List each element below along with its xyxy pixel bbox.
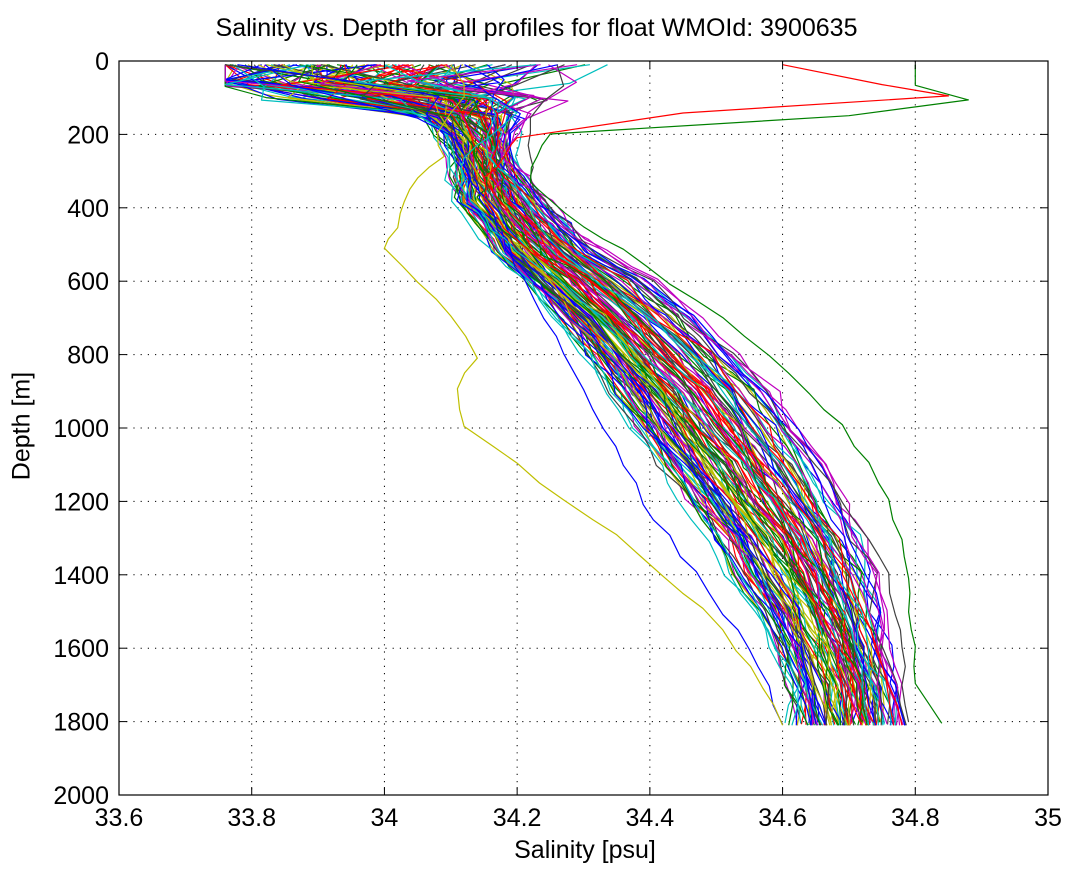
- y-axis-label: Depth [m]: [7, 371, 36, 481]
- y-tick-label: 1600: [53, 635, 109, 663]
- profile-line: [355, 64, 867, 726]
- y-tick-label: 1400: [53, 562, 109, 590]
- profile-line: [327, 64, 836, 725]
- profile-line: [258, 64, 853, 726]
- x-tick-label: 34.8: [891, 804, 940, 832]
- x-tick-label: 34.6: [758, 804, 807, 832]
- x-tick-label: 35: [1034, 804, 1062, 832]
- profile-line: [434, 64, 901, 726]
- profile-line: [266, 64, 839, 722]
- profile-line: [312, 64, 813, 726]
- profile-line: [282, 64, 831, 726]
- x-tick-label: 33.6: [95, 804, 144, 832]
- profile-line: [224, 64, 805, 726]
- profile-line: [244, 64, 840, 726]
- profile-line: [271, 64, 809, 726]
- profile-line: [225, 64, 815, 726]
- profile-line: [224, 64, 824, 726]
- y-tick-label: 1200: [53, 488, 109, 516]
- profile-line: [224, 64, 802, 724]
- x-tick-label: 34.4: [626, 804, 675, 832]
- plot-frame: [118, 60, 1049, 796]
- profile-line: [284, 64, 817, 726]
- x-tick-label: 34: [371, 804, 399, 832]
- profile-line: [333, 64, 870, 726]
- profile-line: [368, 64, 835, 726]
- y-tick-label: 600: [67, 268, 109, 296]
- profile-line: [290, 64, 833, 726]
- y-tick-label: 1800: [53, 709, 109, 737]
- y-tick-label: 1000: [53, 415, 109, 443]
- profile-line: [383, 64, 784, 726]
- y-tick-label: 400: [67, 195, 109, 223]
- profile-line: [273, 64, 840, 725]
- profile-line: [483, 64, 950, 726]
- profile-line: [299, 64, 842, 726]
- y-tick-label: 2000: [53, 782, 109, 810]
- profile-line: [224, 64, 818, 726]
- profile-line: [345, 64, 820, 726]
- profile-line: [335, 64, 851, 726]
- y-tick-label: 800: [67, 342, 109, 370]
- profile-line: [527, 64, 910, 723]
- profile-line: [402, 64, 869, 723]
- profile-line: [287, 64, 828, 726]
- chart-title: Salinity vs. Depth for all profiles for …: [215, 14, 858, 42]
- profile-line: [406, 64, 888, 725]
- grid-lines: [119, 61, 1048, 795]
- y-tick-label: 200: [67, 121, 109, 149]
- profile-line: [375, 64, 880, 726]
- profile-line: [342, 64, 868, 726]
- x-tick-label: 34.2: [493, 804, 542, 832]
- y-tick-label: 0: [95, 48, 109, 76]
- profile-line: [224, 64, 819, 726]
- profile-line: [263, 64, 847, 724]
- profile-line: [353, 64, 879, 726]
- profile-line: [224, 64, 799, 726]
- profile-line: [472, 64, 906, 726]
- profile-line: [264, 64, 784, 725]
- profile-line: [369, 64, 869, 723]
- axis-ticks: 33.6 33.8 34 34.2 34.4 34.6 34.8 35 0 200 400 600 80…: [53, 48, 1062, 832]
- profile-line: [253, 64, 850, 726]
- profile-line: [309, 64, 855, 726]
- profile-line: [384, 64, 870, 726]
- profile-line: [224, 64, 799, 724]
- profile-line: [280, 64, 862, 725]
- profile-line: [529, 64, 969, 724]
- profile-lines: [224, 64, 969, 726]
- profile-line: [298, 64, 839, 726]
- profile-line: [326, 64, 854, 726]
- profile-line: [305, 64, 841, 726]
- x-axis-label: Salinity [psu]: [514, 836, 656, 864]
- profile-line: [336, 64, 870, 726]
- x-tick-label: 33.8: [227, 804, 276, 832]
